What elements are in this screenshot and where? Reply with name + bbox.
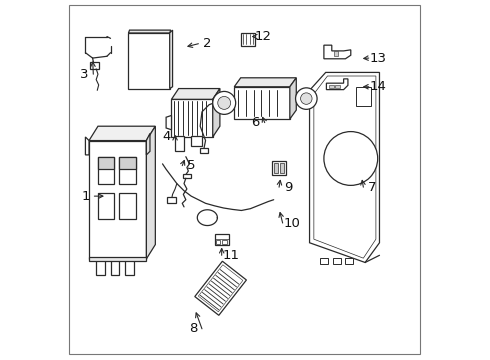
Bar <box>345 258 353 264</box>
Polygon shape <box>85 137 89 155</box>
Polygon shape <box>234 78 296 87</box>
Text: 12: 12 <box>254 30 271 43</box>
Circle shape <box>218 96 231 109</box>
Bar <box>96 258 105 275</box>
Text: 1: 1 <box>81 190 90 203</box>
Polygon shape <box>147 126 155 259</box>
Polygon shape <box>172 99 213 137</box>
Text: 8: 8 <box>189 322 197 335</box>
Bar <box>175 136 184 151</box>
Text: 10: 10 <box>283 216 300 230</box>
Bar <box>274 163 278 173</box>
Bar <box>167 197 176 203</box>
Bar <box>90 62 99 69</box>
Text: 3: 3 <box>80 68 89 81</box>
Bar <box>183 174 191 178</box>
Bar <box>320 258 328 264</box>
Bar <box>195 261 246 315</box>
Bar <box>334 51 338 56</box>
Bar <box>280 163 284 173</box>
Bar <box>356 87 370 107</box>
Bar <box>98 193 114 220</box>
Bar <box>335 85 340 88</box>
Bar <box>125 258 134 275</box>
Text: 11: 11 <box>222 249 239 262</box>
Bar <box>120 157 136 169</box>
Polygon shape <box>166 116 172 130</box>
Bar <box>98 157 114 169</box>
Bar <box>120 157 136 184</box>
Bar <box>216 239 220 244</box>
Circle shape <box>324 132 378 185</box>
Polygon shape <box>147 134 150 155</box>
Bar <box>89 257 147 261</box>
Bar <box>128 33 170 89</box>
Polygon shape <box>89 140 147 259</box>
Bar <box>272 161 286 175</box>
Text: 9: 9 <box>284 181 292 194</box>
Polygon shape <box>310 72 379 262</box>
Bar <box>98 157 114 184</box>
Text: 6: 6 <box>251 116 260 129</box>
Bar <box>111 258 120 275</box>
Circle shape <box>295 88 317 109</box>
Bar <box>191 136 202 146</box>
Polygon shape <box>290 78 296 119</box>
Text: 4: 4 <box>162 130 171 144</box>
Polygon shape <box>89 126 155 140</box>
Text: 2: 2 <box>203 37 212 50</box>
Text: 14: 14 <box>369 80 386 93</box>
Bar <box>329 85 334 88</box>
Polygon shape <box>170 30 172 89</box>
Bar <box>200 148 208 153</box>
Bar <box>120 193 136 220</box>
Circle shape <box>213 91 236 114</box>
Bar <box>333 258 341 264</box>
Circle shape <box>300 93 312 104</box>
Text: 5: 5 <box>187 159 196 172</box>
Polygon shape <box>324 45 351 59</box>
Bar <box>215 234 229 244</box>
Polygon shape <box>234 87 290 119</box>
Bar <box>198 265 243 312</box>
Polygon shape <box>314 76 376 258</box>
Polygon shape <box>172 89 220 99</box>
Polygon shape <box>213 89 220 137</box>
Polygon shape <box>128 30 171 33</box>
Text: 7: 7 <box>368 181 376 194</box>
Polygon shape <box>242 33 255 45</box>
Polygon shape <box>326 79 348 90</box>
Bar <box>221 239 227 244</box>
Text: 13: 13 <box>369 51 386 64</box>
